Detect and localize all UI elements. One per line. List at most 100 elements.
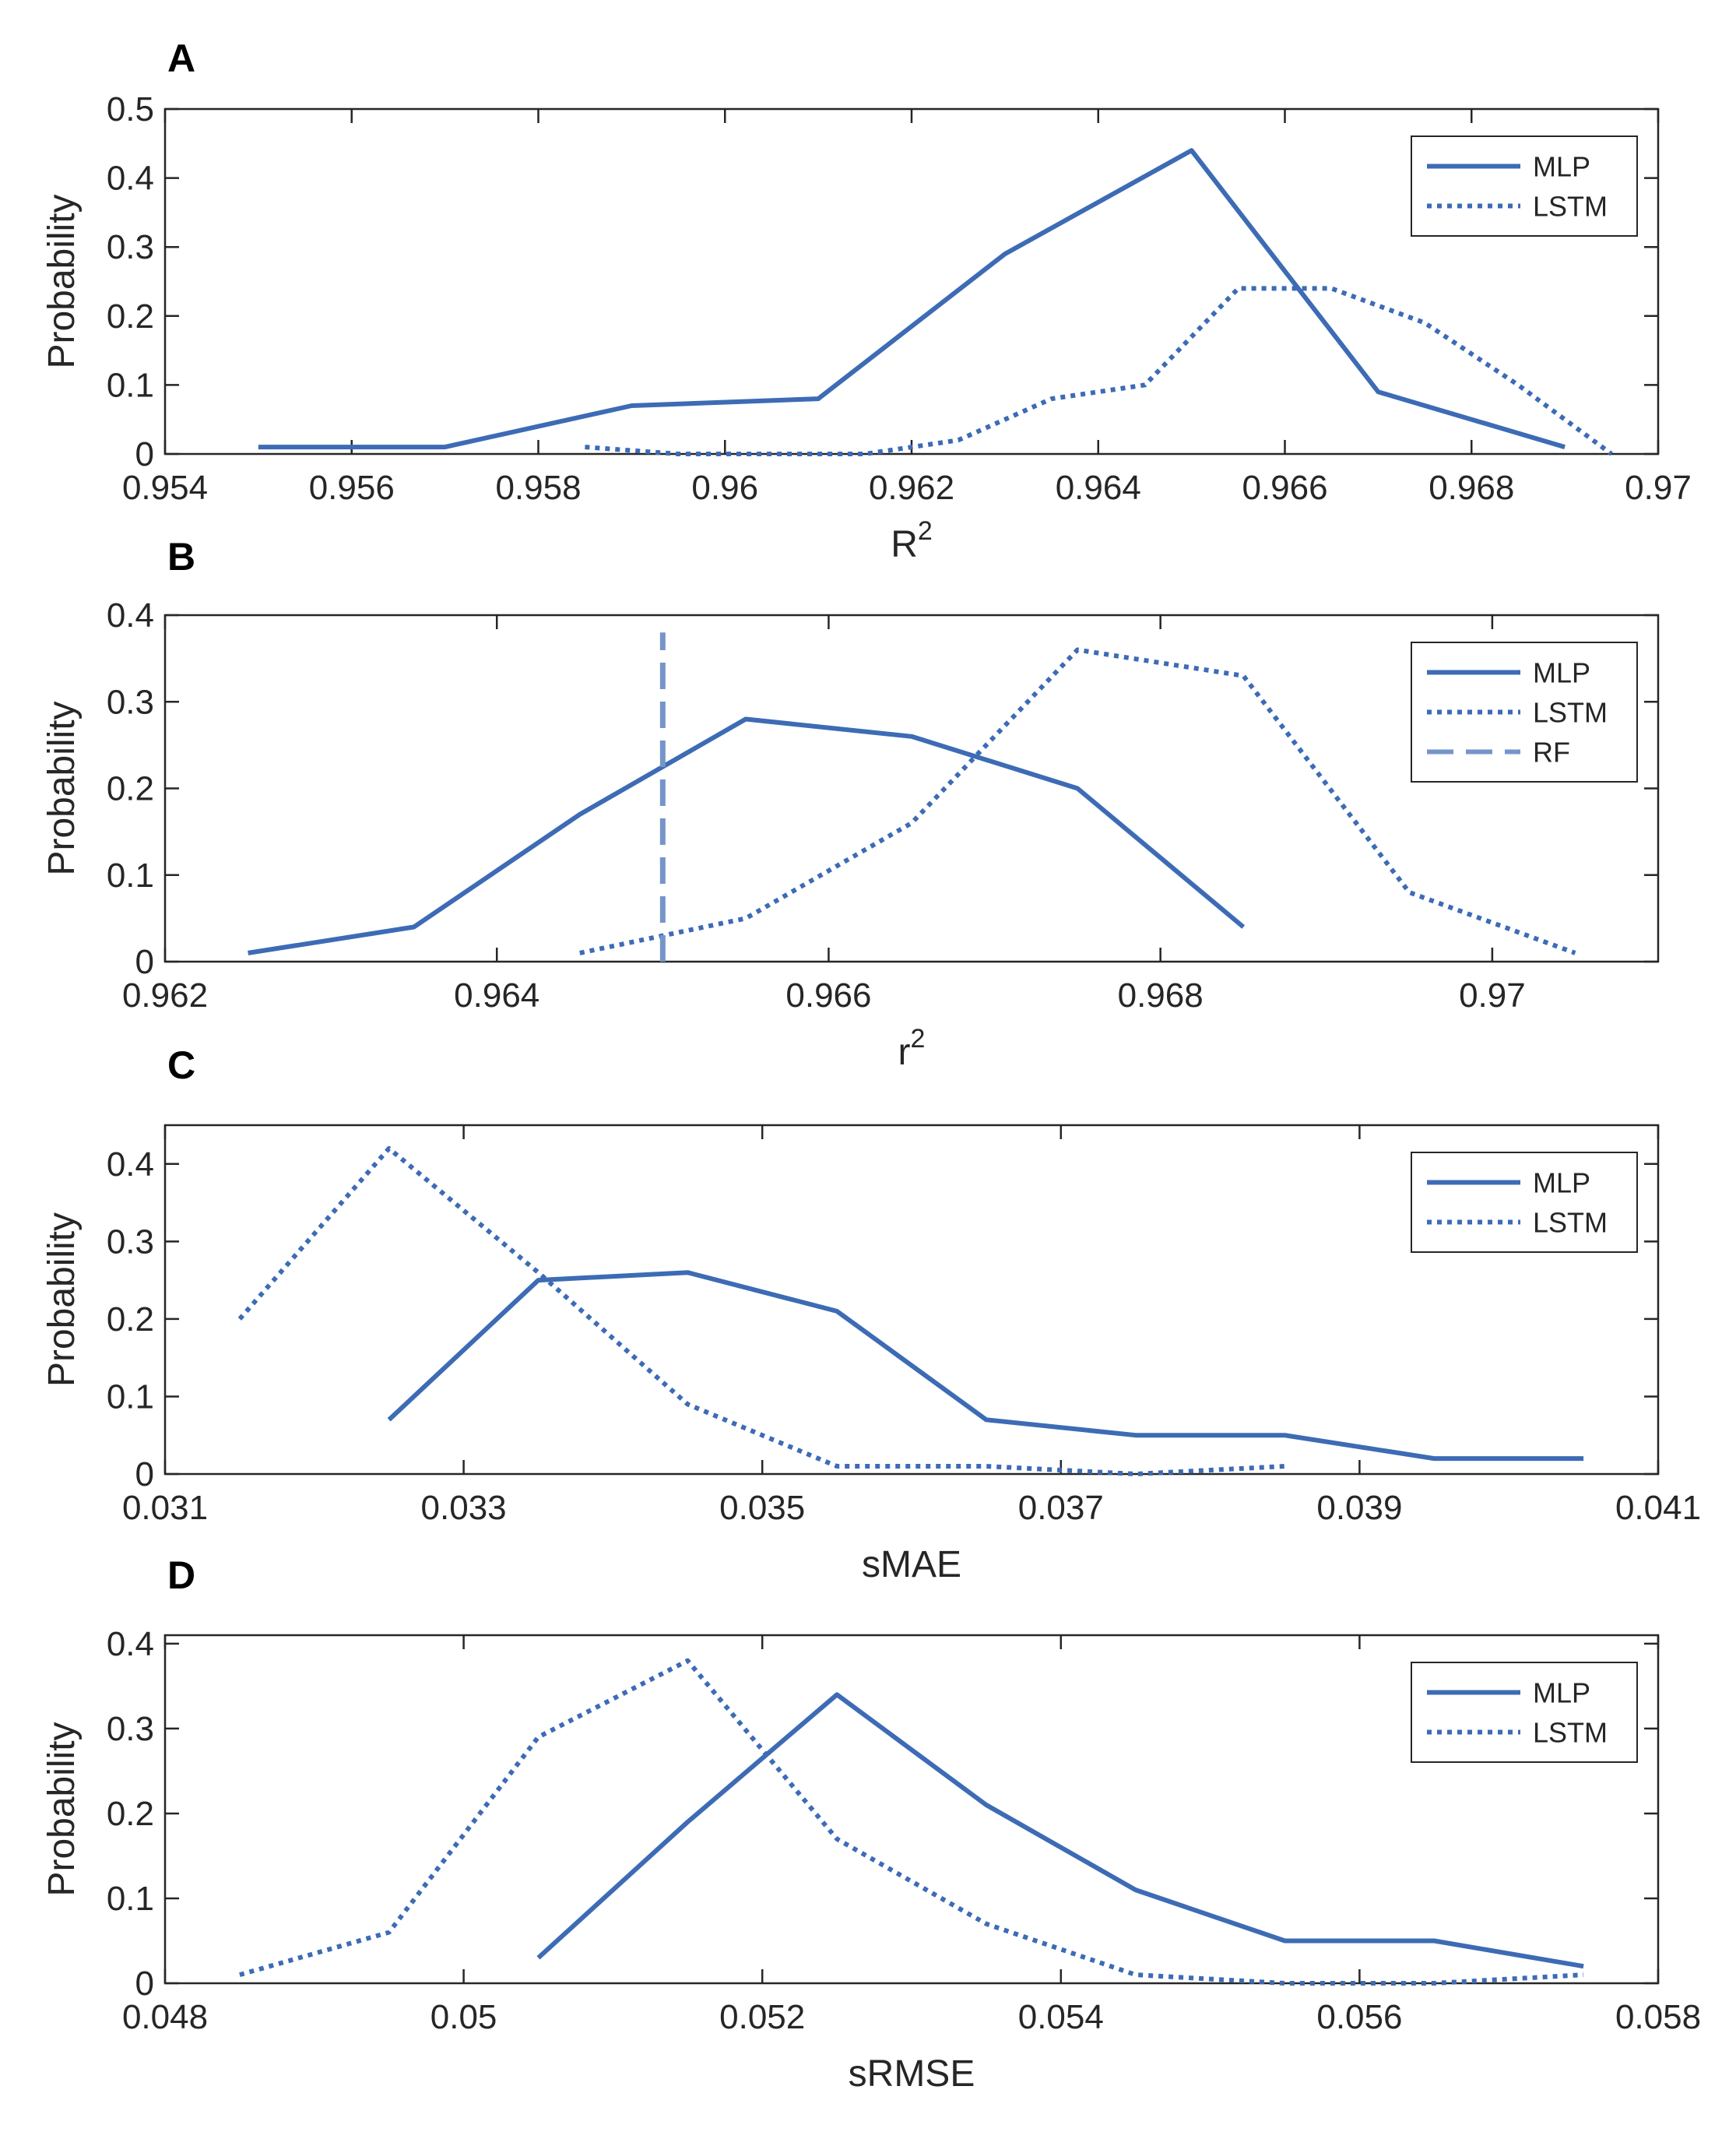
- x-tick-label: 0.048: [122, 1998, 208, 2036]
- y-axis-label: Probability: [41, 194, 83, 368]
- x-tick-label: 0.97: [1625, 469, 1692, 507]
- x-tick-label: 0.966: [1242, 469, 1327, 507]
- legend-label-mlp: MLP: [1533, 151, 1590, 183]
- x-tick-label: 0.054: [1018, 1998, 1104, 2036]
- data-point-lstm: [1133, 1972, 1138, 1977]
- legend-box: [1411, 135, 1638, 237]
- x-tick-label: 0.033: [421, 1489, 507, 1527]
- data-point-lstm: [743, 916, 748, 920]
- panel-letter: D: [167, 1553, 195, 1597]
- x-axis-label: r2: [898, 1024, 926, 1073]
- legend: MLP LSTM: [1411, 1152, 1638, 1253]
- legend-label-lstm: LSTM: [1533, 191, 1608, 223]
- y-tick-label: 0.1: [107, 1880, 154, 1918]
- x-tick-label: 0.966: [785, 976, 871, 1015]
- x-tick-label: 0.056: [1316, 1998, 1402, 2036]
- panel-letter: C: [167, 1043, 195, 1087]
- x-tick-label: 0.968: [1429, 469, 1514, 507]
- legend-box: [1411, 1152, 1638, 1253]
- data-point-lstm: [1236, 286, 1241, 290]
- series-line-mlp: [248, 716, 1246, 955]
- legend: MLP LSTM: [1411, 135, 1638, 237]
- x-axis-label: sRMSE: [849, 2053, 975, 2095]
- y-tick-label: 0.1: [107, 366, 154, 404]
- y-tick-label: 0.2: [107, 297, 154, 336]
- y-tick-label: 0.3: [107, 1710, 154, 1748]
- x-axis-label-main: sMAE: [862, 1544, 961, 1585]
- y-tick-label: 0: [135, 1455, 154, 1493]
- x-axis-label-main: R: [891, 524, 918, 565]
- data-point-lstm: [1422, 321, 1427, 325]
- y-tick-label: 0.5: [107, 90, 154, 128]
- x-axis-label-superscript: 2: [918, 516, 933, 546]
- x-tick-label: 0.05: [430, 1998, 497, 2036]
- y-tick-label: 0: [135, 943, 154, 981]
- legend-label-mlp: MLP: [1533, 1167, 1590, 1199]
- x-tick-label: 0.964: [1056, 469, 1141, 507]
- x-tick-label: 0.97: [1459, 976, 1526, 1015]
- x-tick-label: 0.958: [495, 469, 581, 507]
- axes-box: [163, 1634, 1660, 1985]
- legend-label-mlp: MLP: [1533, 1677, 1590, 1709]
- panel-a: A 0.954 0.956 0.958 0.96 0.962 0.964 0.966 0.968…: [41, 37, 1692, 565]
- legend-label-lstm: LSTM: [1533, 1717, 1608, 1749]
- x-axis-label-main: sRMSE: [849, 2053, 975, 2095]
- y-tick-label: 0.3: [107, 1223, 154, 1261]
- x-tick-label: 0.058: [1615, 1998, 1701, 2036]
- legend: MLP LSTM: [1411, 1662, 1638, 1763]
- x-tick-label: 0.052: [719, 1998, 805, 2036]
- x-tick-label: 0.031: [122, 1489, 208, 1527]
- axes-box: [163, 1124, 1660, 1476]
- series-line-lstm: [579, 647, 1576, 955]
- x-tick-label: 0.954: [122, 469, 208, 507]
- x-tick-label: 0.039: [1316, 1489, 1402, 1527]
- y-axis-label: Probability: [41, 701, 83, 875]
- legend-label-lstm: LSTM: [1533, 1207, 1608, 1239]
- x-tick-label: 0.956: [309, 469, 395, 507]
- y-tick-label: 0.4: [107, 160, 154, 198]
- panel-d: D 0.048 0.05 0.052 0.054 0.056 0.058 0 0.1 0.2 0.3…: [41, 1553, 1701, 2095]
- series-line-lstm: [239, 1658, 1584, 1986]
- series-line-lstm: [585, 286, 1613, 456]
- legend-label-rf: RF: [1533, 737, 1570, 769]
- x-tick-label: 0.962: [122, 976, 208, 1015]
- y-tick-label: 0.3: [107, 228, 154, 266]
- legend-label-lstm: LSTM: [1533, 697, 1608, 729]
- series-line-mlp: [258, 148, 1566, 450]
- y-tick-label: 0.2: [107, 1300, 154, 1339]
- y-tick-label: 0.1: [107, 1377, 154, 1416]
- y-axis-label: Probability: [41, 1212, 83, 1387]
- series-line-mlp: [536, 1692, 1584, 1969]
- y-tick-label: 0.2: [107, 770, 154, 808]
- panel-letter: B: [167, 535, 195, 579]
- x-axis-label: R2: [891, 516, 933, 565]
- y-tick-label: 0: [135, 1965, 154, 2003]
- x-axis-label: sMAE: [862, 1544, 961, 1585]
- series-line-lstm: [237, 1145, 1285, 1476]
- y-axis-label: Probability: [41, 1722, 83, 1896]
- panel-b: B 0.962 0.964 0.966 0.968 0.97 0 0.1 0.2 0.3 0.4 r2…: [41, 535, 1660, 1073]
- x-tick-label: 0.96: [691, 469, 758, 507]
- y-tick-label: 0.4: [107, 1145, 154, 1184]
- x-tick-label: 0.962: [869, 469, 954, 507]
- x-axis-label-superscript: 2: [911, 1024, 926, 1054]
- x-axis-label-main: r: [898, 1032, 911, 1073]
- y-tick-label: 0.4: [107, 1625, 154, 1663]
- legend-box: [1411, 1662, 1638, 1763]
- panel-c: C 0.031 0.033 0.035 0.037 0.039 0.041 0 0.1 0.2 0.…: [41, 1043, 1701, 1585]
- legend-label-mlp: MLP: [1533, 657, 1590, 689]
- x-tick-label: 0.964: [454, 976, 539, 1015]
- y-tick-label: 0.2: [107, 1795, 154, 1833]
- panel-letter: A: [167, 37, 195, 80]
- y-tick-label: 0.4: [107, 596, 154, 635]
- x-tick-label: 0.037: [1018, 1489, 1104, 1527]
- y-tick-label: 0: [135, 435, 154, 473]
- x-tick-label: 0.035: [719, 1489, 805, 1527]
- y-tick-label: 0.3: [107, 683, 154, 721]
- x-tick-label: 0.968: [1118, 976, 1204, 1015]
- y-tick-label: 0.1: [107, 857, 154, 895]
- legend: MLP LSTM RF: [1411, 642, 1638, 783]
- series-line-mlp: [387, 1270, 1584, 1462]
- x-tick-label: 0.041: [1615, 1489, 1701, 1527]
